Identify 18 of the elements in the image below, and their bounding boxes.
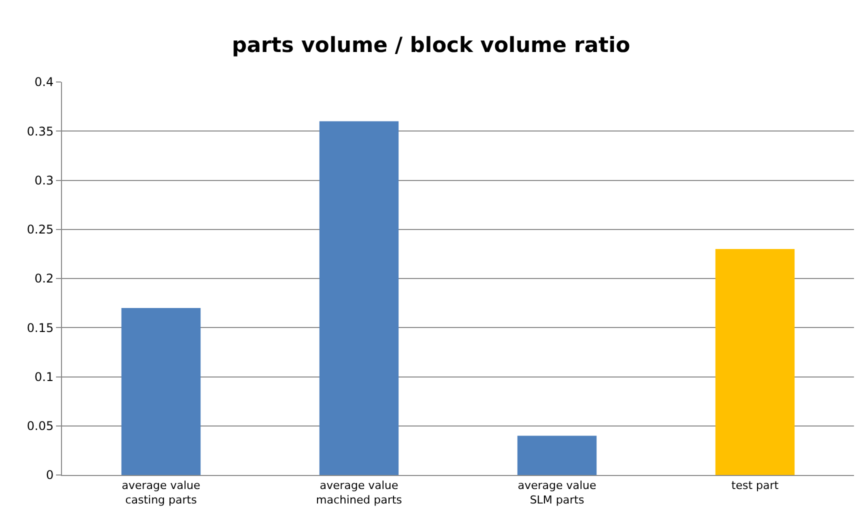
x-tick-label: average value SLM parts bbox=[518, 479, 597, 506]
y-tick-label: 0.4 bbox=[34, 75, 54, 90]
y-tick-label: 0.05 bbox=[26, 419, 54, 434]
y-tick-label: 0.25 bbox=[26, 222, 54, 237]
y-tick-label: 0.35 bbox=[26, 124, 54, 138]
y-tick-label: 0.15 bbox=[26, 320, 54, 335]
x-tick-label: average value machined parts bbox=[316, 479, 402, 506]
y-tick-label: 0.1 bbox=[34, 370, 54, 384]
x-tick-label: test part bbox=[731, 479, 780, 492]
y-tick-label: 0.2 bbox=[34, 272, 54, 286]
chart-title: parts volume / block volume ratio bbox=[232, 32, 630, 57]
bar bbox=[121, 308, 201, 475]
y-tick-label: 0.3 bbox=[34, 173, 54, 188]
x-tick-label: average value casting parts bbox=[122, 479, 201, 506]
bar bbox=[517, 436, 597, 475]
y-tick-label: 0 bbox=[46, 468, 54, 482]
bar bbox=[319, 121, 399, 475]
bar bbox=[715, 249, 795, 475]
